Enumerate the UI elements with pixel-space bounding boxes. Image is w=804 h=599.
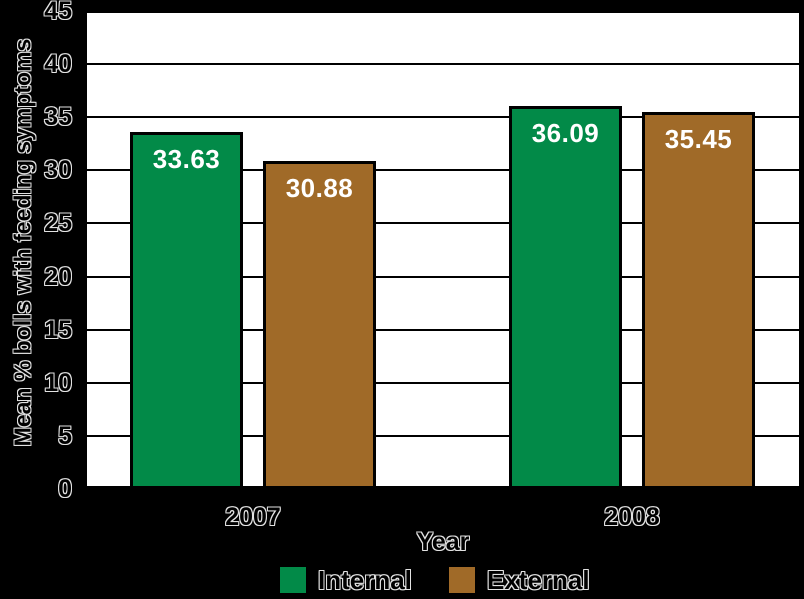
y-axis-tick-label: 45	[44, 0, 72, 25]
legend-item-external: External	[449, 564, 590, 595]
legend-label: Internal	[318, 564, 412, 595]
legend-swatch-internal	[280, 567, 306, 593]
bar-internal-2007: 33.63	[130, 132, 243, 489]
y-axis-tick-label: 25	[44, 209, 72, 238]
x-axis-tick-label: 2007	[225, 503, 281, 531]
value-label: 30.88	[285, 173, 354, 203]
y-axis-tick-label: 0	[58, 475, 72, 503]
bar-internal-2008: 36.09	[509, 106, 622, 489]
y-axis-title: Mean % bolls with feeding symptoms	[9, 38, 36, 447]
gridline	[87, 435, 799, 437]
value-label: 33.63	[152, 144, 221, 174]
x-axis-tick-label: 2008	[604, 503, 660, 531]
plot-area: 33.63 30.88 36.09 35.45	[87, 11, 799, 489]
gridline	[87, 486, 799, 489]
gridline	[87, 222, 799, 224]
y-axis-tick-label: 15	[44, 315, 72, 344]
value-label: 35.45	[664, 124, 733, 154]
bar-external-2007: 30.88	[263, 161, 376, 489]
y-axis-tick-label: 20	[44, 262, 72, 291]
legend-item-internal: Internal	[280, 564, 412, 595]
y-axis-tick-label: 5	[58, 421, 72, 450]
legend-label: External	[487, 564, 590, 595]
x-axis-title: Year	[416, 528, 470, 556]
gridline	[87, 276, 799, 278]
gridline	[87, 63, 799, 65]
legend: Internal External	[0, 564, 804, 596]
y-axis-tick-label: 30	[44, 156, 72, 185]
gridline	[87, 169, 799, 171]
gridline	[87, 116, 799, 118]
y-axis-tick-label: 40	[44, 50, 72, 79]
legend-swatch-external	[449, 567, 475, 593]
gridline	[87, 382, 799, 384]
value-label: 36.09	[531, 118, 600, 148]
bar-external-2008: 35.45	[642, 112, 755, 489]
y-axis-tick-label: 35	[44, 103, 72, 132]
gridline	[87, 11, 799, 13]
y-axis-tick-label: 10	[44, 368, 72, 397]
gridline	[87, 329, 799, 331]
